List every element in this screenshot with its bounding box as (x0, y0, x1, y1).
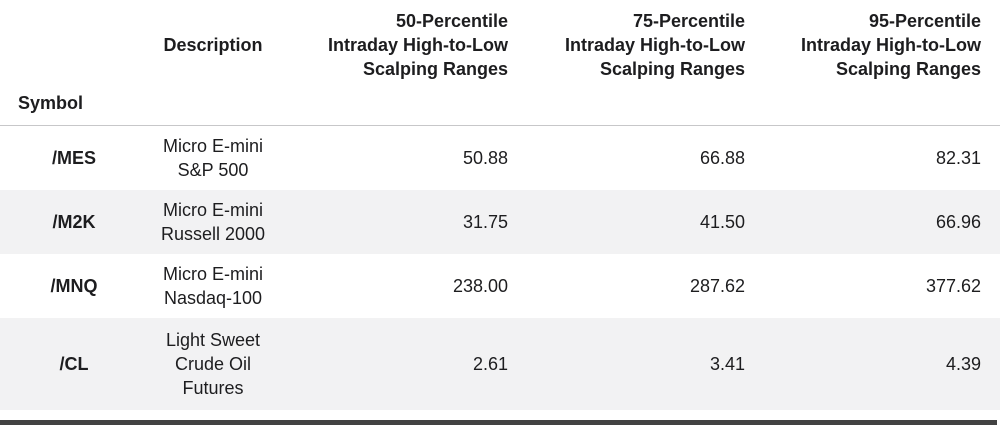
symbol-cell: /M2K (52, 212, 96, 232)
table-row-mnq: /MNQ Micro E-mini Nasdaq-100 238.00 287.… (0, 254, 1000, 318)
column-header-description: Description (163, 35, 263, 55)
symbol-cell: /MES (51, 148, 96, 168)
table-row-mes: /MES Micro E-mini S&P 500 50.88 66.88 82… (0, 126, 1000, 190)
description-cell: Light Sweet Crude Oil Futures (165, 330, 261, 398)
symbol-cell: /CL (59, 354, 89, 374)
description-cell: Micro E-mini S&P 500 (162, 136, 263, 180)
column-header-95-percentile: 95-Percentile Intraday High-to-Low Scalp… (801, 11, 981, 79)
p95-value-cell: 4.39 (945, 354, 981, 374)
column-header-50-percentile: 50-Percentile Intraday High-to-Low Scalp… (328, 11, 508, 79)
p50-value-cell: 238.00 (452, 276, 508, 296)
column-header-75-percentile: 75-Percentile Intraday High-to-Low Scalp… (565, 11, 745, 79)
p50-value-cell: 2.61 (472, 354, 508, 374)
p50-value-cell: 31.75 (462, 212, 508, 232)
table-row-cl: /CL Light Sweet Crude Oil Futures 2.61 3… (0, 318, 1000, 410)
p75-value-cell: 3.41 (709, 354, 745, 374)
p50-value-cell: 50.88 (462, 148, 508, 168)
p95-value-cell: 82.31 (935, 148, 981, 168)
table-body: /MES Micro E-mini S&P 500 50.88 66.88 82… (0, 126, 1000, 410)
table-header-row: Symbol Description 50-Percentile Intrada… (0, 0, 1000, 126)
p75-value-cell: 66.88 (699, 148, 745, 168)
p75-value-cell: 41.50 (699, 212, 745, 232)
table-row-m2k: /M2K Micro E-mini Russell 2000 31.75 41.… (0, 190, 1000, 254)
p75-value-cell: 287.62 (689, 276, 745, 296)
column-header-symbol: Symbol (18, 93, 84, 113)
symbol-cell: /MNQ (50, 276, 98, 296)
description-cell: Micro E-mini Nasdaq-100 (162, 264, 263, 308)
p95-value-cell: 377.62 (925, 276, 981, 296)
p95-value-cell: 66.96 (935, 212, 981, 232)
description-cell: Micro E-mini Russell 2000 (160, 200, 266, 244)
bottom-divider (0, 420, 997, 425)
